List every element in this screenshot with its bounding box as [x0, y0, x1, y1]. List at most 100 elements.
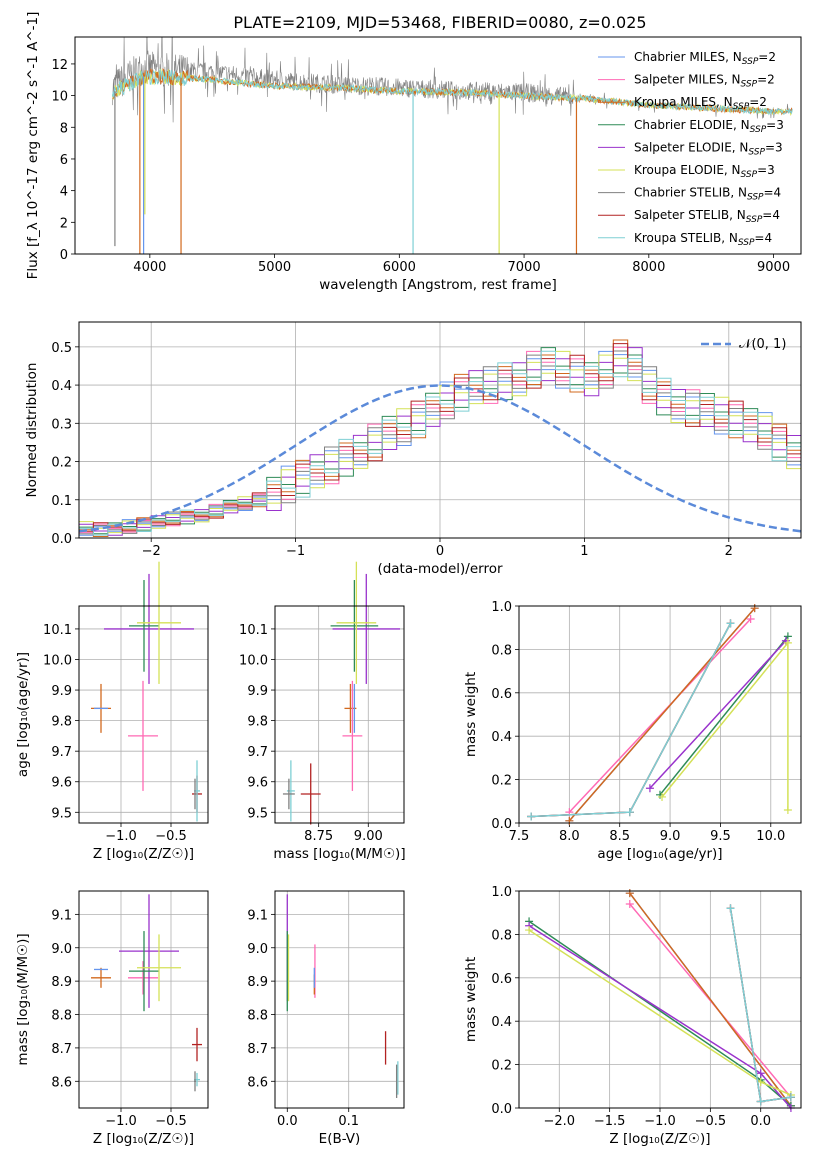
y-tick-label: 8.8	[247, 1009, 268, 1024]
y-tick-label: 8.9	[247, 975, 268, 990]
legend-label-tail: =2	[757, 73, 775, 87]
x-tick-label: −0.5	[155, 1114, 187, 1129]
legend-label-text: Kroupa ELODIE, N	[634, 163, 741, 177]
y-tick-label: 12	[51, 58, 68, 73]
weight_vs_age-axes: 7.5 8.0 8.5 9.0 9.5 10.0 0.0 0.2 0.4 0.6 0.8 1.0 age…	[463, 600, 801, 862]
y-tick-label: 0.5	[51, 341, 72, 356]
legend-label: Chabrier STELIB, NSSP=4	[634, 186, 781, 203]
x-tick-label: 10.0	[756, 829, 785, 844]
axes-frame	[78, 890, 209, 1109]
y-tick-label: 9.5	[51, 806, 72, 821]
weight-point	[786, 1093, 795, 1102]
legend-label-tail: =4	[762, 208, 780, 222]
residuals-axes: −2 −1 0 1 2 0.0 0.1 0.2 0.3 0.4 0.5 (data-model)/er…	[24, 322, 801, 577]
y-tick-label: 9.0	[51, 942, 72, 957]
x-tick-label: 0.0	[277, 1114, 298, 1129]
y-tick-label: 9.9	[51, 684, 72, 699]
legend-label-sub: SSP	[748, 147, 765, 157]
legend-label: Kroupa ELODIE, NSSP=3	[634, 163, 775, 180]
legend-label: Kroupa STELIB, NSSP=4	[634, 231, 772, 248]
legend-label-sub: SSP	[733, 102, 750, 112]
legend-label-text: Salpeter MILES, N	[634, 73, 741, 87]
weight-point	[726, 904, 735, 913]
x-tick-label: 6000	[383, 260, 416, 275]
x-axis-label: E(B-V)	[319, 1131, 361, 1147]
legend-label-sub: SSP	[750, 125, 767, 135]
y-tick-label: 4	[60, 185, 68, 200]
x-tick-label: −1.5	[594, 1114, 626, 1129]
weight-point	[658, 792, 667, 801]
weight-point	[783, 805, 792, 814]
axes-frame	[274, 605, 405, 824]
x-tick-label: 8000	[632, 260, 665, 275]
mass_vs_Z-axes: −1.0 −0.5 8.6 8.7 8.8 8.9 9.0 9.1 Z [log₁₀(Z/Z☉)…	[15, 891, 208, 1147]
axes-frame	[78, 605, 209, 824]
normal-curve	[79, 384, 801, 533]
legend-label: Salpeter ELODIE, NSSP=3	[634, 140, 783, 157]
legend-label: 𝒩(0, 1)	[739, 337, 786, 352]
weight-point	[726, 619, 735, 628]
weight-series	[659, 635, 789, 796]
y-tick-label: 0.8	[491, 928, 512, 943]
x-tick-label: 0	[436, 544, 444, 559]
weight-point	[756, 1069, 765, 1078]
legend-label-tail: =3	[757, 163, 775, 177]
x-tick-label: 2	[725, 544, 733, 559]
axes-frame	[518, 890, 802, 1109]
x-axis-label: Z [log₁₀(Z/Z☉)]	[609, 1131, 710, 1147]
x-tick-label: 0.0	[750, 1114, 771, 1129]
legend-label-text: Kroupa MILES, N	[634, 95, 733, 109]
y-tick-label: 9.8	[247, 715, 268, 730]
mass_vs_EBV-axes: 0.0 0.1 8.6 8.7 8.8 8.9 9.0 9.1 E(B-V)	[247, 891, 404, 1147]
legend-label-text: Salpeter ELODIE, N	[634, 140, 748, 154]
x-tick-label: 8.75	[304, 829, 333, 844]
x-tick-label: −1.0	[644, 1114, 676, 1129]
y-tick-label: 9.6	[247, 776, 268, 791]
legend-label-sub: SSP	[746, 215, 763, 225]
x-axis-label: Z [log₁₀(Z/Z☉)]	[93, 846, 194, 862]
x-tick-label: 8.5	[609, 829, 630, 844]
y-tick-label: 9.7	[51, 745, 72, 760]
x-tick-label: −2.0	[543, 1114, 575, 1129]
histogram-series	[79, 350, 801, 534]
legend-label-text: Chabrier STELIB, N	[634, 186, 747, 200]
weight-point	[527, 812, 536, 821]
y-tick-label: 0.3	[51, 417, 72, 432]
y-tick-label: 0.6	[491, 687, 512, 702]
x-tick-label: −0.5	[695, 1114, 727, 1129]
y-tick-label: 0.2	[51, 456, 72, 471]
weight-point	[756, 1097, 765, 1106]
weight-series	[661, 640, 789, 810]
y-tick-label: 10	[51, 90, 68, 105]
x-tick-label: −2	[142, 544, 161, 559]
y-tick-label: 9.9	[247, 684, 268, 699]
legend-label: Salpeter MILES, NSSP=2	[634, 73, 775, 90]
y-tick-label: 10.0	[239, 653, 268, 668]
figure-title: PLATE=2109, MJD=53468, FIBERID=0080, z=0…	[233, 13, 646, 32]
x-tick-label: 9.5	[710, 829, 731, 844]
y-axis-label: mass weight	[463, 672, 479, 757]
axes-frame	[274, 890, 405, 1109]
y-axis-label: mass weight	[463, 957, 479, 1042]
x-tick-label: 7000	[508, 260, 541, 275]
legend-label-sub: SSP	[742, 57, 759, 67]
y-tick-label: 2	[60, 216, 68, 231]
y-tick-label: 0.0	[51, 532, 72, 547]
y-tick-label: 8.6	[247, 1075, 268, 1090]
x-tick-label: −1	[286, 544, 305, 559]
y-tick-label: 8.7	[51, 1042, 72, 1057]
x-axis-label: Z [log₁₀(Z/Z☉)]	[93, 1131, 194, 1147]
model-spectrum-line	[112, 67, 793, 116]
y-tick-label: 1.0	[491, 600, 512, 615]
y-tick-label: 8.6	[51, 1075, 72, 1090]
legend-label-sub: SSP	[747, 193, 764, 203]
weight-point	[746, 615, 755, 624]
y-tick-label: 8	[60, 121, 68, 136]
weight-series	[649, 640, 787, 789]
weight-point	[625, 808, 634, 817]
weight-series	[531, 623, 732, 818]
spectrum-lines	[111, 37, 793, 254]
legend-label: Kroupa MILES, NSSP=2	[634, 95, 767, 112]
x-axis-label: age [log₁₀(age/yr)]	[597, 846, 722, 862]
